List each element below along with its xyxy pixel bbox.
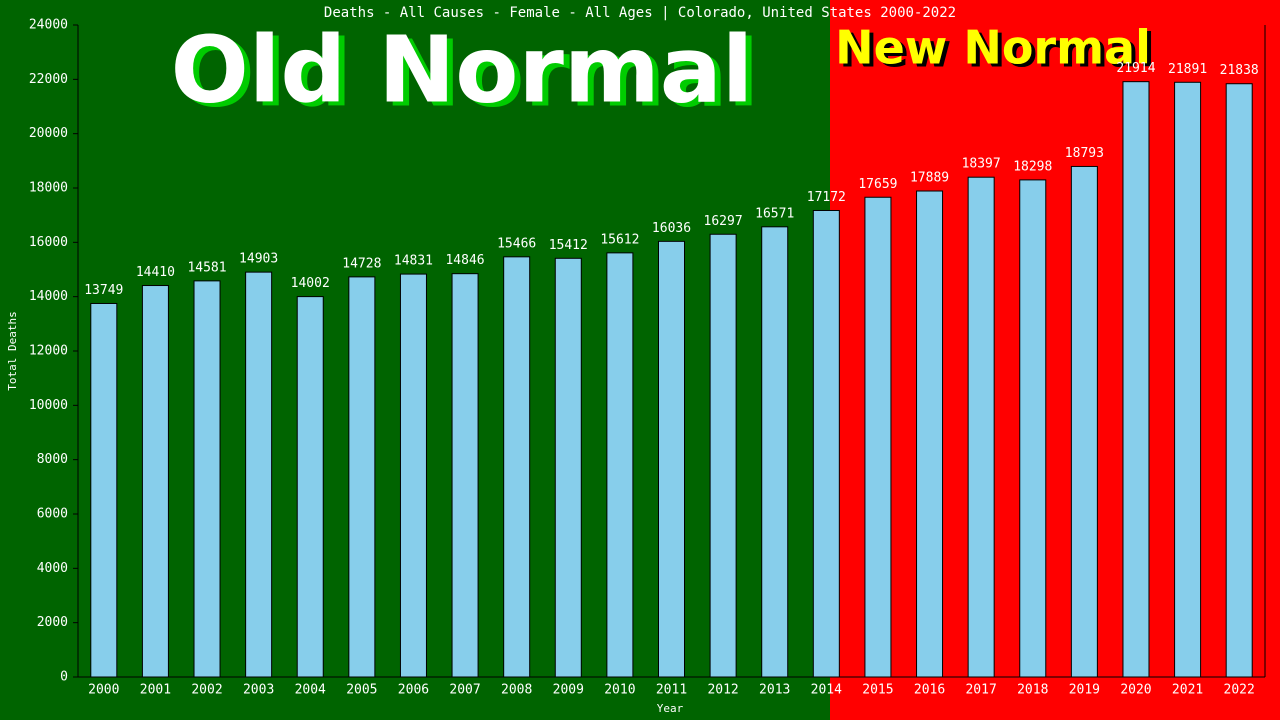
- value-label: 16036: [652, 221, 691, 236]
- bar: [399, 273, 427, 678]
- x-tick-label: 2006: [398, 683, 429, 698]
- bar: [296, 296, 324, 678]
- y-tick-label: 10000: [29, 398, 68, 413]
- y-tick-label: 8000: [37, 452, 68, 467]
- bar: [1174, 81, 1202, 678]
- y-tick-label: 20000: [29, 126, 68, 141]
- y-tick-label: 22000: [29, 72, 68, 87]
- x-tick-label: 2016: [914, 683, 945, 698]
- value-label: 14728: [342, 256, 381, 271]
- value-label: 17659: [858, 177, 897, 192]
- value-label: 17172: [807, 190, 846, 205]
- bar: [451, 273, 479, 678]
- bar: [761, 226, 789, 678]
- bar: [1225, 83, 1253, 678]
- bar: [606, 252, 634, 678]
- x-axis-label: Year: [657, 702, 684, 715]
- value-label: 17889: [910, 171, 949, 186]
- bar: [554, 257, 582, 678]
- bar: [1122, 81, 1150, 678]
- value-label: 21914: [1116, 61, 1155, 76]
- annotation-shadow: New Normal: [839, 24, 1155, 78]
- value-label: 15412: [549, 238, 588, 253]
- bar: [193, 280, 221, 678]
- x-tick-label: 2017: [965, 683, 996, 698]
- bar: [245, 271, 273, 678]
- value-label: 14846: [445, 253, 484, 268]
- value-label: 18397: [962, 157, 1001, 172]
- x-tick-label: 2021: [1172, 683, 1203, 698]
- value-label: 18298: [1013, 159, 1052, 174]
- annotation-shadow: Old Normal: [177, 20, 760, 127]
- x-tick-label: 2009: [553, 683, 584, 698]
- bar: [503, 256, 531, 678]
- value-label: 21891: [1168, 62, 1207, 77]
- y-tick-label: 18000: [29, 181, 68, 196]
- x-tick-label: 2022: [1224, 683, 1255, 698]
- value-label: 14410: [136, 265, 175, 280]
- bar: [812, 209, 840, 678]
- bar: [967, 176, 995, 678]
- y-tick-label: 24000: [29, 18, 68, 33]
- x-tick-label: 2018: [1017, 683, 1048, 698]
- x-tick-label: 2008: [501, 683, 532, 698]
- chart-title: Deaths - All Causes - Female - All Ages …: [324, 5, 956, 21]
- y-tick-label: 12000: [29, 344, 68, 359]
- value-label: 14903: [239, 252, 278, 267]
- value-label: 14002: [291, 276, 330, 291]
- y-tick-label: 4000: [37, 561, 68, 576]
- bar: [348, 276, 376, 678]
- x-tick-label: 2010: [604, 683, 635, 698]
- x-tick-label: 2001: [140, 683, 171, 698]
- value-label: 15612: [600, 232, 639, 247]
- y-tick-label: 14000: [29, 289, 68, 304]
- value-label: 14581: [187, 260, 226, 275]
- y-axis-label: Total Deaths: [6, 311, 19, 390]
- bar: [90, 302, 118, 678]
- value-label: 18793: [1065, 146, 1104, 161]
- annotation: Old Normal: [171, 16, 754, 123]
- value-label: 14831: [394, 254, 433, 269]
- bar: [658, 240, 685, 678]
- x-tick-label: 2005: [346, 683, 377, 698]
- x-tick-label: 2015: [862, 683, 893, 698]
- bar: [864, 196, 892, 678]
- bar: [1070, 165, 1098, 678]
- x-tick-label: 2007: [449, 683, 480, 698]
- value-label: 16297: [704, 214, 743, 229]
- x-tick-label: 2011: [656, 683, 687, 698]
- bar: [709, 233, 737, 678]
- x-tick-label: 2000: [88, 683, 119, 698]
- y-tick-label: 16000: [29, 235, 68, 250]
- y-tick-label: 0: [60, 670, 68, 685]
- x-tick-label: 2003: [243, 683, 274, 698]
- new-normal-region: [830, 0, 1280, 720]
- value-label: 15466: [497, 236, 536, 251]
- x-tick-label: 2014: [811, 683, 842, 698]
- x-tick-label: 2020: [1120, 683, 1151, 698]
- bar: [141, 285, 169, 678]
- x-tick-label: 2013: [759, 683, 790, 698]
- y-tick-label: 2000: [37, 615, 68, 630]
- bar: [1019, 179, 1047, 678]
- bar: [916, 190, 944, 678]
- x-tick-label: 2012: [707, 683, 738, 698]
- x-tick-label: 2019: [1069, 683, 1100, 698]
- y-tick-label: 6000: [37, 507, 68, 522]
- value-label: 16571: [755, 206, 794, 221]
- value-label: 21838: [1220, 63, 1259, 78]
- value-label: 13749: [84, 283, 123, 298]
- x-tick-label: 2004: [295, 683, 326, 698]
- annotation: New Normal: [835, 21, 1151, 75]
- x-tick-label: 2002: [191, 683, 222, 698]
